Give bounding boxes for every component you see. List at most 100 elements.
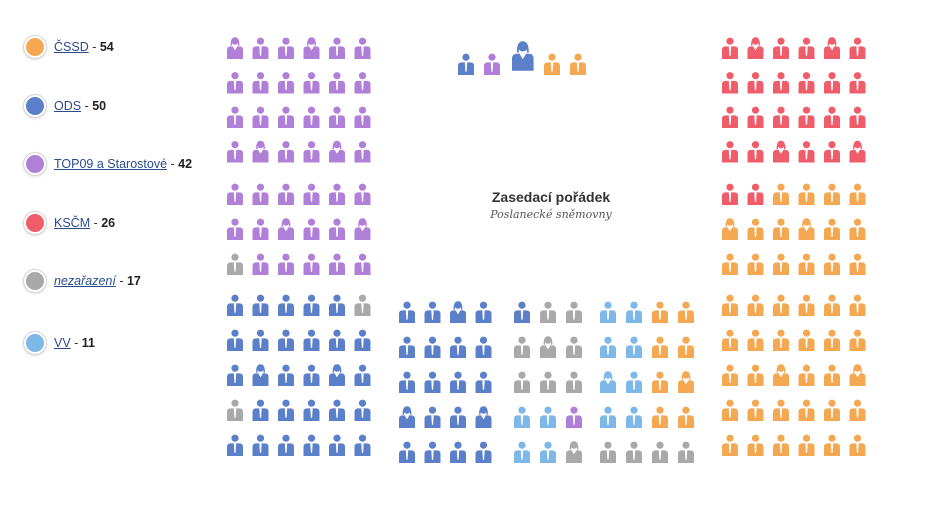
- seat-icon: [303, 329, 320, 351]
- seat-icon: [849, 72, 866, 94]
- seat-icon: [514, 336, 530, 358]
- legend-seat-count: 50: [92, 99, 107, 113]
- seat-icon: [540, 336, 556, 358]
- seat-icon: [540, 371, 556, 393]
- seat-icon: [747, 183, 764, 205]
- legend-seat-count: 42: [178, 157, 193, 171]
- seat-icon: [626, 371, 642, 393]
- seat-icon: [278, 218, 294, 240]
- seat-icon: [450, 301, 466, 323]
- seat-icon: [354, 364, 371, 386]
- seat-icon: [652, 336, 668, 358]
- seat-icon: [329, 294, 345, 316]
- seat-icon: [849, 106, 866, 128]
- chart-title-block: Zasedací pořádek Poslanecké sněmovny: [446, 189, 656, 221]
- seat-icon: [566, 406, 582, 428]
- legend-party-link[interactable]: nezařazení: [54, 274, 116, 288]
- seat-icon: [303, 141, 320, 163]
- seat-icon: [849, 183, 866, 205]
- seat-icon: [652, 441, 668, 463]
- seat-icon: [652, 301, 668, 323]
- seat-icon: [458, 53, 474, 75]
- seat-icon: [798, 294, 815, 316]
- legend-party-link[interactable]: VV: [54, 336, 71, 350]
- seat-icon: [354, 106, 371, 128]
- seat-icon: [773, 72, 789, 94]
- seat-icon: [566, 301, 582, 323]
- seat-icon: [329, 399, 345, 421]
- seat-icon: [303, 106, 320, 128]
- legend-color-dot: [24, 270, 46, 292]
- seat-icon: [747, 434, 764, 456]
- seat-icon: [570, 53, 586, 75]
- seat-icon: [514, 301, 530, 323]
- seat-icon: [354, 399, 371, 421]
- seat-icon: [450, 371, 466, 393]
- legend-item-t[interactable]: TOP09 a Starostové - 42: [24, 149, 192, 179]
- seat-icon: [329, 140, 345, 163]
- legend-item-o[interactable]: ODS - 50: [24, 91, 106, 121]
- seat-icon: [424, 406, 441, 428]
- seat-icon: [450, 336, 466, 358]
- seat-icon: [354, 141, 371, 163]
- legend-color-dot: [24, 153, 46, 175]
- seat-icon: [354, 183, 371, 205]
- legend-item-n[interactable]: nezařazení - 17: [24, 266, 141, 296]
- legend-party-link[interactable]: ODS: [54, 99, 82, 113]
- seat-icon: [424, 301, 441, 323]
- chart-subtitle: Poslanecké sněmovny: [490, 208, 612, 221]
- seat-icon: [652, 371, 668, 393]
- seat-icon: [424, 371, 441, 393]
- seat-icon: [747, 218, 764, 240]
- seat-icon: [600, 406, 616, 428]
- seat-icon: [227, 37, 243, 59]
- legend-seat-count: 26: [101, 216, 116, 230]
- seat-icon: [399, 371, 415, 393]
- seat-icon: [252, 399, 269, 421]
- seat-icon: [626, 301, 642, 323]
- seat-icon: [773, 294, 789, 316]
- seat-icon: [514, 406, 530, 428]
- legend-party-link[interactable]: ČSSD: [54, 40, 89, 54]
- seat-icon: [824, 72, 840, 94]
- seat-icon: [303, 434, 320, 456]
- seat-icon: [512, 41, 534, 71]
- seat-icon: [773, 140, 789, 163]
- seat-icon: [278, 37, 294, 59]
- seat-icon: [329, 364, 345, 386]
- legend-item-v[interactable]: VV - 11: [24, 328, 95, 358]
- seat-icon: [303, 364, 320, 386]
- seat-icon: [227, 253, 243, 275]
- seat-icon: [424, 336, 441, 358]
- seat-icon: [798, 37, 815, 59]
- seat-icon: [354, 218, 371, 240]
- seat-icon: [540, 406, 556, 428]
- legend-color-dot: [24, 332, 46, 354]
- seat-icon: [329, 218, 345, 240]
- legend-item-k[interactable]: KSČM - 26: [24, 208, 115, 238]
- legend-party-link[interactable]: TOP09 a Starostové: [54, 157, 168, 171]
- legend-party-link[interactable]: KSČM: [54, 216, 91, 230]
- legend-item-c[interactable]: ČSSD - 54: [24, 32, 114, 62]
- seat-icon: [278, 329, 294, 351]
- seat-icon: [227, 72, 243, 94]
- seat-icon: [798, 72, 815, 94]
- seat-icon: [303, 183, 320, 205]
- seat-icon: [475, 406, 492, 428]
- seat-icon: [252, 140, 269, 163]
- seat-icon: [773, 253, 789, 275]
- seat-icon: [722, 141, 738, 163]
- seat-icon: [824, 141, 840, 163]
- seat-icon: [824, 106, 840, 128]
- seat-icon: [252, 72, 269, 94]
- seat-icon: [540, 301, 556, 323]
- seat-icon: [747, 37, 764, 59]
- seat-icon: [600, 441, 616, 463]
- seat-icon: [798, 141, 815, 163]
- seat-icon: [747, 141, 764, 163]
- seat-icon: [252, 37, 269, 59]
- seat-icon: [475, 336, 492, 358]
- seat-icon: [450, 441, 466, 463]
- seat-icon: [626, 336, 642, 358]
- seat-icon: [678, 406, 694, 428]
